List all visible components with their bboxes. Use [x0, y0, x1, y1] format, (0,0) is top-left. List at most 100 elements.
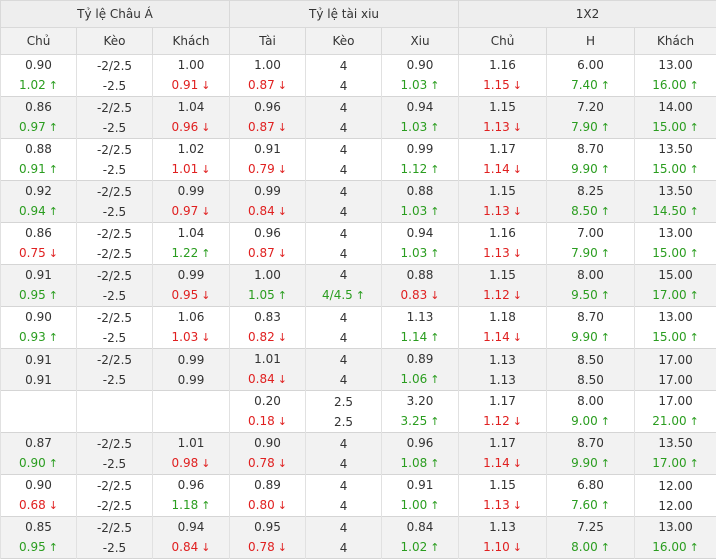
odds-cell: -2/2.5-2.5 [77, 55, 153, 97]
arrow-down-icon: ↓ [513, 331, 522, 344]
opening-odds: 0.89 [382, 349, 458, 369]
opening-odds: 0.94 [153, 517, 229, 537]
current-odds-value: 0.84 [248, 204, 275, 218]
current-odds-value: 0.87 [248, 120, 275, 134]
opening-odds: 4 [306, 308, 381, 328]
current-odds-value: -2.5 [103, 373, 126, 387]
opening-odds: 1.15 [459, 181, 546, 201]
current-odds: 9.90↑ [547, 159, 634, 180]
current-odds: 4 [306, 370, 381, 390]
odds-cell: -2/2.5-2.5 [77, 307, 153, 349]
current-odds-value: 1.03 [401, 120, 428, 134]
opening-odds: 1.13 [459, 517, 546, 537]
arrow-down-icon: ↓ [278, 247, 287, 260]
current-odds: 0.80↓ [230, 495, 305, 516]
arrow-down-icon: ↓ [513, 121, 522, 134]
current-odds-value: 0.93 [19, 330, 46, 344]
current-odds: 7.90↑ [547, 117, 634, 138]
current-odds-value: 1.13 [483, 204, 510, 218]
current-odds: 4 [306, 538, 381, 558]
current-odds-value: 1.08 [401, 456, 428, 470]
arrow-down-icon: ↓ [430, 289, 439, 302]
current-odds: 15.00↑ [635, 243, 716, 264]
column-header: Chủ [459, 28, 547, 55]
opening-odds: 0.99 [153, 181, 229, 201]
current-odds: 0.84↓ [230, 201, 305, 222]
arrow-up-icon: ↑ [601, 289, 610, 302]
opening-odds: 1.16 [459, 223, 546, 243]
current-odds: 0.93↑ [1, 327, 76, 348]
current-odds-value: 1.03 [172, 330, 199, 344]
current-odds: 8.50↑ [547, 201, 634, 222]
opening-odds: 13.50 [635, 139, 716, 159]
current-odds: 4/4.5↑ [306, 285, 381, 306]
current-odds: 1.03↑ [382, 117, 458, 138]
current-odds: 12.00 [635, 496, 716, 516]
current-odds-value: 14.50 [652, 204, 686, 218]
arrow-down-icon: ↓ [513, 79, 522, 92]
current-odds: 3.25↑ [382, 411, 458, 432]
current-odds-value: 4 [340, 163, 348, 177]
current-odds-value: 0.68 [19, 498, 46, 512]
current-odds: 14.50↑ [635, 201, 716, 222]
opening-odds: 4 [306, 98, 381, 118]
current-odds: 0.87↓ [230, 117, 305, 138]
current-odds-value: -2.5 [103, 541, 126, 555]
current-odds-value: 1.14 [483, 330, 510, 344]
current-odds-value: 21.00 [652, 414, 686, 428]
opening-odds: 12.00 [635, 476, 716, 496]
column-header-row: Chủ Kèo Khách Tài Kèo Xiu Chủ H Khách [1, 28, 716, 55]
odds-cell: -2/2.5-2.5 [77, 139, 153, 181]
current-odds: 4 [306, 160, 381, 180]
current-odds: 0.97↓ [153, 201, 229, 222]
arrow-up-icon: ↑ [49, 205, 58, 218]
current-odds: 4 [306, 76, 381, 96]
current-odds-value: 4 [340, 247, 348, 261]
opening-odds: 1.16 [459, 55, 546, 75]
arrow-down-icon: ↓ [201, 289, 210, 302]
current-odds-value: 1.13 [483, 120, 510, 134]
arrow-up-icon: ↑ [601, 121, 610, 134]
current-odds: 8.00↑ [547, 537, 634, 558]
opening-odds: 17.00 [635, 391, 716, 411]
current-odds-value: -2.5 [103, 457, 126, 471]
current-odds-value: 9.00 [571, 414, 598, 428]
current-odds-value: 0.18 [248, 414, 275, 428]
current-odds-value: 0.84 [172, 540, 199, 554]
opening-odds: 1.17 [459, 391, 546, 411]
current-odds: 7.90↑ [547, 243, 634, 264]
arrow-down-icon: ↓ [201, 205, 210, 218]
arrow-up-icon: ↑ [49, 457, 58, 470]
odds-cell: -2/2.5-2.5 [77, 181, 153, 223]
opening-odds: -2/2.5 [77, 434, 152, 454]
arrow-down-icon: ↓ [278, 373, 287, 386]
opening-odds: 1.13 [382, 307, 458, 327]
current-odds-value: 0.87 [248, 78, 275, 92]
opening-odds: -2/2.5 [77, 224, 152, 244]
current-odds: 1.12↑ [382, 159, 458, 180]
current-odds-value: 15.00 [652, 330, 686, 344]
opening-odds: -2/2.5 [77, 518, 152, 538]
current-odds-value: 4 [340, 121, 348, 135]
opening-odds: 7.00 [547, 223, 634, 243]
current-odds: 17.00 [635, 370, 716, 390]
current-odds: 0.97↑ [1, 117, 76, 138]
opening-odds: 4 [306, 56, 381, 76]
arrow-down-icon: ↓ [49, 247, 58, 260]
arrow-up-icon: ↑ [601, 331, 610, 344]
